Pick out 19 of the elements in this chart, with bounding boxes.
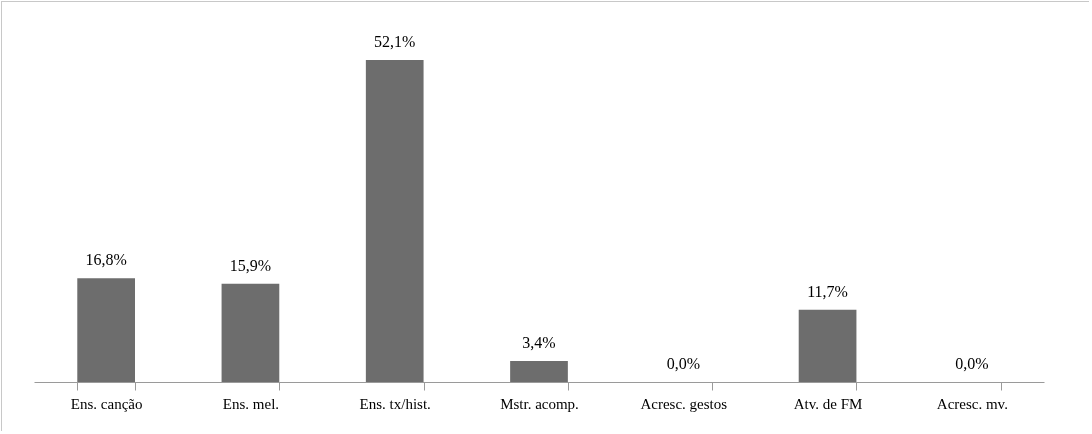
x-tick-label: Ens. tx/hist.	[359, 395, 431, 412]
x-tick-label: Ens. canção	[70, 395, 143, 412]
data-label: 15,9%	[229, 256, 272, 274]
bar	[798, 309, 857, 382]
x-tick-label: Ens. mel.	[222, 395, 280, 412]
bar	[510, 360, 568, 382]
x-tick-label: Acresc. gestos	[640, 395, 728, 412]
data-label: 52,1%	[374, 32, 416, 50]
x-tick-label: Mstr. acomp.	[500, 395, 579, 412]
bar	[77, 278, 135, 382]
bar	[221, 283, 280, 382]
data-label: 11,7%	[807, 282, 848, 300]
data-label: 16,8%	[85, 251, 127, 269]
x-tick-label: Acresc. mv.	[936, 395, 1008, 412]
data-label: 3,4%	[522, 333, 556, 351]
data-label: 0,0%	[955, 355, 989, 372]
x-tick-label: Atv. de FM	[793, 395, 863, 412]
bar	[365, 59, 424, 382]
data-label: 0,0%	[666, 355, 700, 372]
